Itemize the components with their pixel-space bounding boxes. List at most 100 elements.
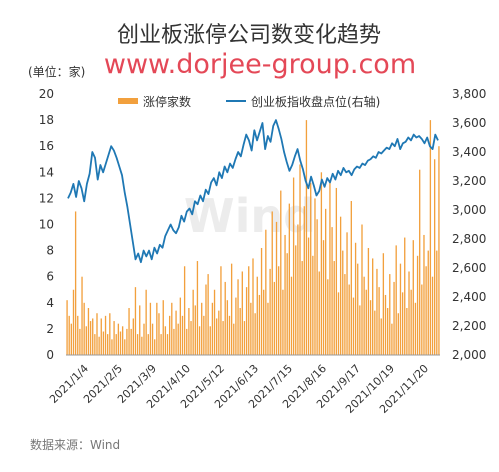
unit-label: (单位：家) <box>28 64 85 79</box>
source-note: 数据来源：Wind <box>30 437 120 452</box>
bar <box>188 308 190 355</box>
bar <box>367 247 370 355</box>
bar <box>77 315 79 355</box>
bar <box>401 292 404 355</box>
bar <box>258 294 261 355</box>
bar <box>292 177 295 355</box>
bar <box>305 120 308 355</box>
bar <box>158 313 160 355</box>
y-right-tick-label: 2,200 <box>452 319 486 333</box>
bar <box>89 321 92 355</box>
bar <box>284 234 286 355</box>
bar <box>72 289 75 355</box>
bar <box>107 334 109 355</box>
bar <box>194 305 196 355</box>
bar <box>331 227 333 355</box>
bar <box>397 313 399 355</box>
bar <box>376 268 378 355</box>
bar <box>342 250 344 355</box>
bar <box>92 318 94 355</box>
bar <box>79 328 81 355</box>
bar <box>243 321 246 355</box>
bar <box>183 266 186 355</box>
bar <box>196 261 199 355</box>
bar <box>111 339 113 355</box>
y-right-tick-label: 2,600 <box>452 261 486 275</box>
bar <box>386 308 389 355</box>
bar <box>235 297 237 355</box>
bar <box>286 253 288 355</box>
bar <box>160 334 162 355</box>
legend-label-line: 创业板指收盘点位(右轴) <box>251 94 380 109</box>
bar <box>344 274 346 355</box>
bar <box>350 201 352 355</box>
bar <box>329 180 331 355</box>
bar <box>156 302 158 355</box>
bar <box>260 247 263 355</box>
bar <box>354 242 357 355</box>
bar <box>198 326 201 355</box>
bar <box>363 276 365 355</box>
bar <box>273 281 276 355</box>
bar <box>378 287 380 355</box>
bar <box>438 146 440 355</box>
bar <box>228 315 231 355</box>
bar <box>147 334 149 355</box>
bar <box>115 334 117 355</box>
bar <box>203 315 205 355</box>
bar <box>85 326 87 355</box>
bar <box>307 237 310 355</box>
bar <box>288 203 290 355</box>
bar <box>303 206 305 355</box>
bar <box>224 281 226 355</box>
bar <box>265 229 267 355</box>
bar <box>83 302 85 355</box>
bar <box>117 323 120 355</box>
index-close-line <box>67 119 439 264</box>
bar <box>218 310 220 355</box>
y-right-tick-label: 3,200 <box>452 174 486 188</box>
bar <box>333 261 335 355</box>
bar <box>327 279 329 355</box>
bar <box>151 323 154 355</box>
bar <box>314 198 316 355</box>
bar <box>416 255 419 355</box>
bar <box>391 323 393 355</box>
legend: 涨停家数 创业板指收盘点位(右轴) <box>118 94 380 109</box>
bar <box>87 308 90 355</box>
bar <box>145 289 147 355</box>
bar <box>179 297 181 355</box>
bar <box>280 190 282 355</box>
bar <box>205 284 207 355</box>
bar <box>211 302 214 355</box>
bar <box>361 224 363 355</box>
bar <box>263 289 265 355</box>
bar <box>166 334 169 355</box>
y-right-tick-label: 2,800 <box>452 232 486 246</box>
bar <box>81 276 83 355</box>
bar <box>406 308 408 355</box>
bar <box>421 284 423 355</box>
bar <box>130 328 132 355</box>
bar <box>113 321 115 355</box>
bar <box>295 245 297 355</box>
bar-series-group <box>66 120 440 355</box>
bar <box>254 313 256 355</box>
bar <box>399 263 402 355</box>
bar <box>436 250 438 355</box>
bar <box>352 297 355 355</box>
bar <box>337 292 340 355</box>
bar <box>175 310 177 355</box>
bar <box>269 268 271 355</box>
bar <box>384 294 387 355</box>
bar <box>425 266 427 355</box>
bar <box>245 287 248 355</box>
bar <box>275 221 278 355</box>
bar <box>419 169 421 355</box>
y-right-tick-label: 3,600 <box>452 116 486 130</box>
bar <box>241 271 243 355</box>
bar <box>365 289 367 355</box>
bar <box>124 339 126 355</box>
bar <box>222 321 224 355</box>
